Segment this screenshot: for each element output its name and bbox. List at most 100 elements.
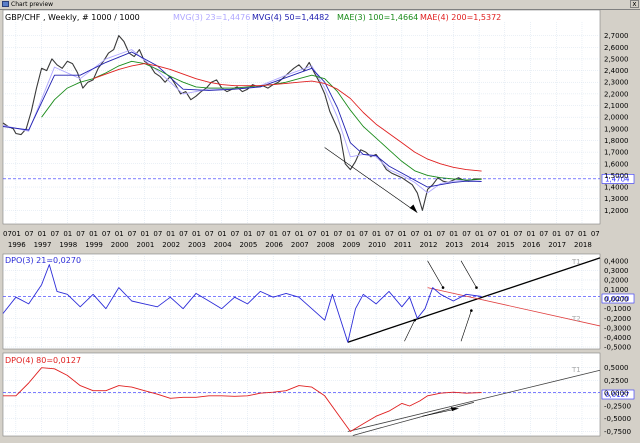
mae3-label: MAE(3) 100=1,4664	[337, 13, 418, 22]
dpo4-series-dpo-4-80	[3, 367, 482, 432]
dpo3-annotation-arrow	[404, 320, 415, 342]
xtick-month-07: 07	[359, 230, 368, 238]
dpo3-ytick: -0,1000	[604, 305, 631, 313]
xtick-year: 2013	[445, 241, 463, 249]
price-ytick: 1,6000	[604, 160, 629, 168]
xtick-year: 2003	[188, 241, 206, 249]
chart-app-icon	[2, 1, 9, 7]
dpo3-annotation-arrowhead	[441, 286, 445, 289]
price-ytick: 2,1000	[604, 102, 629, 110]
xtick-year: 1996	[8, 241, 26, 249]
xtick-month-07: 07	[591, 230, 600, 238]
price-price-series	[2, 35, 482, 211]
dpo3-title: DPO(3) 21=0,0270	[5, 256, 81, 265]
xtick-month-07: 07	[179, 230, 188, 238]
dpo3-trendline-t2	[427, 287, 601, 327]
xtick-year: 2012	[420, 241, 438, 249]
xtick-month-07: 07	[334, 230, 343, 238]
mvg3-label: MVG(3) 23=1,4476	[173, 13, 250, 22]
xtick-month-07: 07	[565, 230, 574, 238]
dpo4-ytick: 0,2500	[604, 377, 629, 385]
dpo3-ytick: 0,4000	[604, 257, 629, 265]
dpo3-ytick: 0,0000	[604, 296, 629, 304]
xtick-month-07: 07	[514, 230, 523, 238]
dpo3-annotation-arrowhead	[413, 318, 417, 322]
close-button[interactable]: x	[630, 0, 639, 8]
price-ytick: 1,3000	[604, 195, 629, 203]
xtick-year: 2014	[471, 241, 489, 249]
dpo4-ytick: 0,0000	[604, 390, 629, 398]
dpo3-annotation-arrow	[427, 260, 444, 288]
xtick-month-01: 01	[63, 230, 72, 238]
dpo4-annotation-arrowhead	[450, 406, 459, 412]
xtick-month-01: 01	[449, 230, 458, 238]
xtick-month-01: 01	[501, 230, 510, 238]
xtick-month-01: 01	[475, 230, 484, 238]
dpo3-t2-label: T2	[571, 315, 581, 323]
xtick-year: 2015	[497, 241, 515, 249]
price-annotation-line	[324, 147, 418, 213]
xtick-month-01: 01	[578, 230, 587, 238]
dpo3-t1-label: T1	[571, 258, 581, 266]
dpo3-ytick: 0,2000	[604, 276, 629, 284]
chart-symbol-label: GBP/CHF , Weekly, # 1000 / 1000	[5, 13, 140, 22]
price-ytick: 1,5000	[604, 172, 629, 180]
xtick-year: 2001	[137, 241, 155, 249]
xtick-month-01: 01	[12, 230, 21, 238]
dpo3-current-value: 0,0270	[605, 295, 630, 303]
xtick-year: 1999	[85, 241, 103, 249]
xtick-month-07: 07	[128, 230, 137, 238]
xtick-month-01: 01	[295, 230, 304, 238]
xtick-month-01: 01	[192, 230, 201, 238]
dpo3-series-dpo-3-21	[2, 264, 482, 343]
xtick-month-07: 07	[539, 230, 548, 238]
dpo3-ytick: -0,2000	[604, 315, 631, 323]
xtick-month-07: 07	[256, 230, 265, 238]
mvg4-label: MVG(4) 50=1,4482	[252, 13, 329, 22]
xtick-month-07: 07	[3, 230, 12, 238]
xtick-month-07: 07	[205, 230, 214, 238]
price-current-value: 1,4704	[605, 175, 630, 183]
xtick-month-01: 01	[243, 230, 252, 238]
xtick-month-07: 07	[76, 230, 85, 238]
xtick-month-07: 07	[231, 230, 240, 238]
xtick-year: 2002	[162, 241, 180, 249]
xtick-month-07: 07	[25, 230, 34, 238]
dpo3-annotation-arrow	[460, 310, 472, 342]
dpo3-ytick: 0,1000	[604, 286, 629, 294]
price-current-tag	[601, 174, 635, 184]
xtick-month-01: 01	[321, 230, 330, 238]
xtick-year: 2004	[214, 241, 232, 249]
dpo3-ytick: -0,4000	[604, 334, 631, 342]
xtick-year: 2017	[548, 241, 566, 249]
xtick-month-01: 01	[38, 230, 47, 238]
xtick-year: 2006	[265, 241, 283, 249]
xtick-year: 1997	[34, 241, 52, 249]
xtick-year: 1998	[59, 241, 77, 249]
window-title: Chart preview	[11, 1, 54, 8]
price-ytick: 2,5000	[604, 55, 629, 63]
price-series-mvg-4-50	[2, 51, 482, 188]
xtick-month-01: 01	[346, 230, 355, 238]
xtick-year: 2000	[111, 241, 129, 249]
xtick-month-07: 07	[385, 230, 394, 238]
xtick-year: 2005	[239, 241, 257, 249]
xtick-month-07: 07	[282, 230, 291, 238]
price-series-mae-4-200	[92, 63, 482, 172]
price-ytick: 1,2000	[604, 207, 629, 215]
xtick-month-01: 01	[89, 230, 98, 238]
dpo4-ytick: -0,2500	[604, 402, 631, 410]
xtick-month-07: 07	[436, 230, 445, 238]
dpo4-ytick: 0,5000	[604, 364, 629, 372]
xtick-month-07: 07	[153, 230, 162, 238]
title-bar: Chart preview x	[0, 0, 640, 10]
xtick-year: 2018	[574, 241, 592, 249]
xtick-month-07: 07	[50, 230, 59, 238]
xtick-year: 2008	[317, 241, 335, 249]
price-ytick: 2,7000	[604, 32, 629, 40]
xtick-month-01: 01	[527, 230, 536, 238]
xtick-month-01: 01	[424, 230, 433, 238]
dpo3-ytick: -0,3000	[604, 324, 631, 332]
dpo3-annotation-arrow	[460, 260, 477, 288]
